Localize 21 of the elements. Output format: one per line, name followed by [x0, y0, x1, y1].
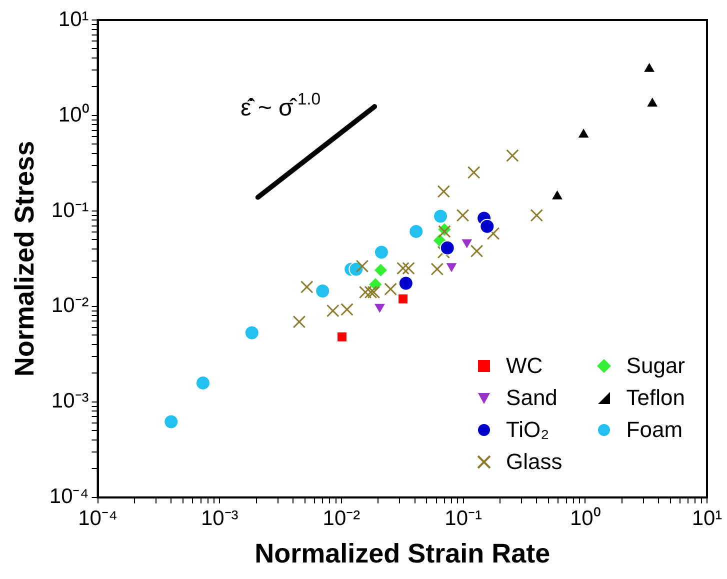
- legend-label: Teflon: [626, 385, 685, 412]
- y-tick-label: 10⁻¹: [51, 198, 89, 222]
- y-tick-label: 10⁰: [58, 103, 89, 126]
- legend-label: Sand: [506, 385, 558, 412]
- legend-label: Glass: [506, 449, 562, 476]
- y-tick-label: 10¹: [58, 8, 89, 31]
- x-tick-label: 10¹: [692, 506, 722, 530]
- legend-label: TiO₂: [506, 417, 550, 444]
- y-tick-label: 10⁻²: [51, 294, 89, 318]
- x-axis-title: Normalized Strain Rate: [254, 538, 550, 568]
- legend-label: WC: [506, 353, 543, 380]
- y-tick-label: 10⁻⁴: [49, 485, 89, 508]
- x-tick-label: 10⁻⁴: [78, 506, 118, 530]
- y-tick-label: 10⁻³: [51, 390, 89, 413]
- legend-label: Foam: [626, 417, 683, 444]
- legend-label: Sugar: [626, 353, 685, 380]
- x-tick-label: 10⁻²: [322, 506, 360, 530]
- x-tick-label: 10⁻³: [200, 506, 238, 530]
- x-tick-label: 10⁰: [570, 506, 600, 530]
- y-axis-title: Normalized Stress: [10, 140, 40, 376]
- x-tick-label: 10⁻¹: [444, 506, 482, 530]
